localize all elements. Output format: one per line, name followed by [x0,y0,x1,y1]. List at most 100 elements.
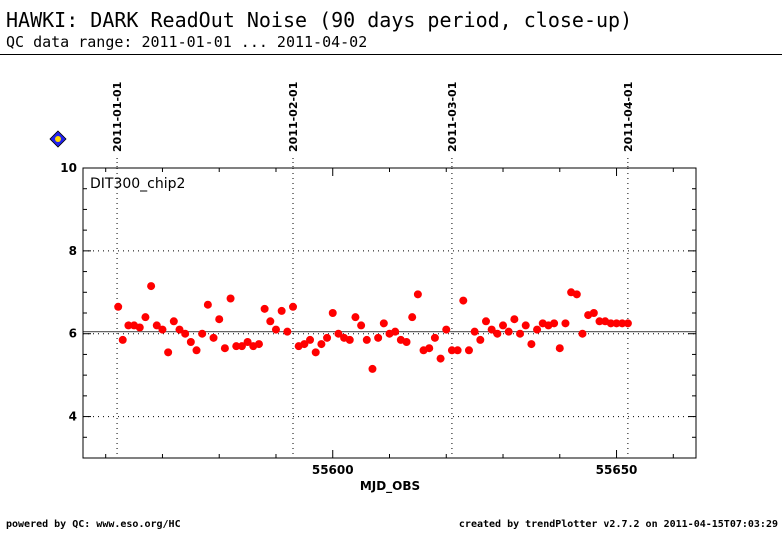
plot-frame-layer [82,167,697,459]
data-point [476,335,485,344]
x-tick-label: 55600 [312,463,354,477]
y-tick-label: 10 [60,161,77,175]
y-tick-label: 6 [69,327,77,341]
data-point [215,315,224,324]
x-axis-label: MJD_OBS [360,479,420,494]
data-point [612,319,621,328]
date-label: 2011-03-01 [446,82,459,152]
data-point [550,319,559,328]
data-point [260,304,269,313]
data-point [158,325,167,334]
date-label: 2011-02-01 [287,82,300,152]
data-point [345,335,354,344]
data-point [334,329,343,338]
data-point [595,317,604,326]
data-point [572,290,581,299]
y-tick-label: 4 [69,410,77,424]
data-point [300,340,309,349]
data-point [527,340,536,349]
marker-layer [49,130,67,148]
data-point [317,340,326,349]
data-point [589,309,598,317]
data-point [328,309,337,317]
data-point [237,342,246,351]
data-point [402,338,411,346]
header-divider [0,54,782,55]
data-point [118,335,127,344]
data-point [470,327,479,336]
data-point [408,313,417,322]
diamond-marker-dot [55,136,61,142]
data-point [578,329,587,338]
data-point [323,333,332,342]
data-point [226,294,235,303]
date-label: 2011-01-01 [111,82,124,152]
data-point [442,325,451,334]
data-point [289,302,298,311]
data-point [521,321,530,330]
date-labels-layer: 2011-01-01 2011-02-01 2011-03-01 2011-04-01 [111,82,635,152]
grid-layer [83,158,696,458]
data-point [192,346,201,355]
footer-left: powered by QC: www.eso.org/HC [6,519,181,530]
data-point [135,323,144,332]
data-point [124,321,133,330]
data-point [181,329,190,338]
data-point [368,364,377,373]
data-point [277,306,286,315]
data-point [499,321,508,330]
data-point [436,354,445,363]
data-point [198,329,207,338]
ticks-layer: 4 6 8 10 55600 55650 [60,161,696,477]
data-point [147,282,156,291]
data-point [232,342,241,351]
data-point [425,344,434,353]
chart-title: HAWKI: DARK ReadOut Noise (90 days perio… [6,8,633,32]
data-point [555,344,564,353]
data-point [169,317,178,326]
date-label: 2011-04-01 [622,82,635,152]
data-point [561,319,570,328]
data-point [114,302,123,311]
data-point [164,348,173,357]
data-point [453,346,462,355]
data-point [493,329,502,338]
data-point [510,315,519,324]
data-point [516,329,525,338]
y-tick-label: 8 [69,244,77,258]
data-point [533,325,542,334]
panel-label: DIT300_chip2 [90,176,185,192]
data-point [459,296,468,305]
data-point [209,333,218,342]
data-point [464,346,473,355]
data-point [379,319,388,328]
data-point [271,325,280,334]
data-point [606,319,615,328]
data-point [243,338,252,346]
data-point [504,327,513,336]
data-point [351,313,360,322]
data-point [391,327,400,336]
data-point [357,321,366,330]
plot-frame [82,167,697,459]
data-point [254,340,263,349]
data-point [623,319,632,328]
data-point [487,325,496,334]
data-point [413,290,422,299]
data-point [152,321,161,330]
x-tick-label: 55650 [596,463,638,477]
data-point [447,346,456,355]
data-point [266,317,275,326]
data-point [220,344,229,353]
data-point [362,335,371,344]
data-point [186,338,195,346]
chart-subtitle: QC data range: 2011-01-01 ... 2011-04-02 [6,33,368,51]
data-point [175,325,184,334]
footer-right: created by trendPlotter v2.7.2 on 2011-0… [458,519,778,530]
data-point [430,333,439,342]
data-points-layer [114,282,632,373]
data-point [306,335,315,344]
data-point [283,327,292,336]
data-point [481,317,490,326]
